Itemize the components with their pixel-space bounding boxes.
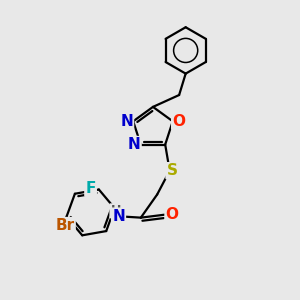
Text: O: O	[166, 207, 178, 222]
Text: Br: Br	[56, 218, 75, 233]
Text: H: H	[110, 204, 121, 217]
Text: S: S	[167, 163, 178, 178]
Text: N: N	[128, 137, 141, 152]
Text: N: N	[120, 114, 133, 129]
Text: N: N	[112, 209, 125, 224]
Text: F: F	[85, 181, 96, 196]
Text: O: O	[172, 114, 185, 129]
